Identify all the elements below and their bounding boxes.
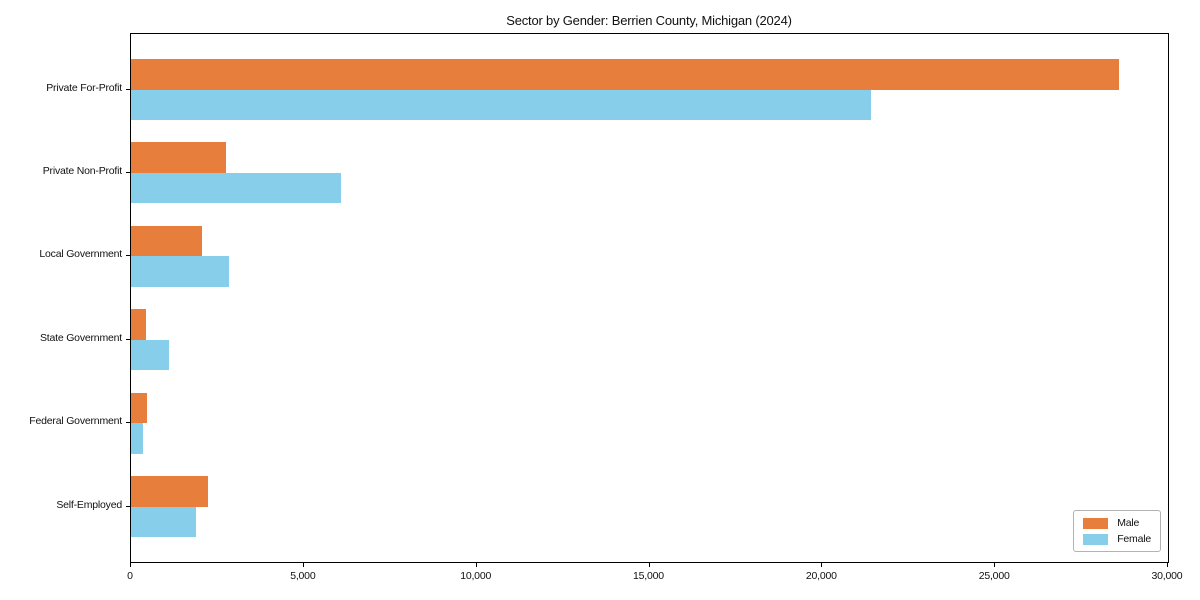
bar-female bbox=[131, 506, 196, 537]
legend-item-female: Female bbox=[1083, 533, 1151, 545]
x-axis-tick bbox=[130, 563, 131, 567]
y-axis-label: State Government bbox=[39, 331, 122, 344]
x-axis-tick-label: 15,000 bbox=[633, 570, 664, 582]
plot-area: Male Female bbox=[130, 33, 1169, 563]
x-axis-tick bbox=[1167, 563, 1168, 567]
bar-male bbox=[131, 142, 227, 173]
y-axis-label: Self-Employed bbox=[56, 498, 122, 511]
bar-female bbox=[131, 256, 229, 287]
bar-female bbox=[131, 339, 170, 371]
legend-label-male: Male bbox=[1117, 517, 1140, 529]
legend: Male Female bbox=[1073, 510, 1161, 552]
y-axis-tick bbox=[126, 255, 130, 257]
x-axis-tick-label: 25,000 bbox=[978, 570, 1010, 582]
x-axis-tick-label: 10,000 bbox=[460, 570, 492, 582]
y-axis-tick bbox=[126, 88, 130, 90]
bar-female bbox=[131, 423, 144, 454]
x-axis-tick bbox=[302, 563, 304, 567]
x-axis-tick-label: 5,000 bbox=[290, 570, 316, 582]
bar-male bbox=[131, 392, 147, 424]
bar-female bbox=[131, 172, 341, 204]
bar-male bbox=[131, 476, 209, 507]
bar-male bbox=[131, 225, 202, 257]
x-axis-tick bbox=[475, 563, 477, 567]
y-axis-tick bbox=[126, 422, 130, 424]
y-axis-tick bbox=[126, 505, 130, 507]
bar-male bbox=[131, 309, 146, 340]
legend-swatch-female bbox=[1083, 533, 1109, 545]
x-axis-tick bbox=[648, 563, 650, 567]
legend-swatch-male bbox=[1083, 517, 1109, 529]
y-axis-label: Federal Government bbox=[29, 415, 122, 428]
y-axis-tick bbox=[126, 338, 130, 340]
y-axis-label: Local Government bbox=[39, 248, 122, 261]
x-axis-tick bbox=[821, 563, 823, 567]
bar-female bbox=[131, 89, 872, 120]
x-axis-tick-label: 20,000 bbox=[805, 570, 837, 582]
y-axis-tick bbox=[126, 171, 130, 173]
x-axis-tick-label: 30,000 bbox=[1151, 570, 1183, 582]
x-axis-tick bbox=[994, 563, 996, 567]
y-axis-label: Private For-Profit bbox=[46, 81, 122, 94]
chart-title: Sector by Gender: Berrien County, Michig… bbox=[506, 13, 792, 28]
x-axis-tick-label: 0 bbox=[127, 570, 133, 582]
legend-item-male: Male bbox=[1083, 517, 1151, 529]
legend-label-female: Female bbox=[1117, 533, 1151, 545]
y-axis-label: Private Non-Profit bbox=[42, 164, 122, 177]
bar-male bbox=[131, 59, 1119, 90]
